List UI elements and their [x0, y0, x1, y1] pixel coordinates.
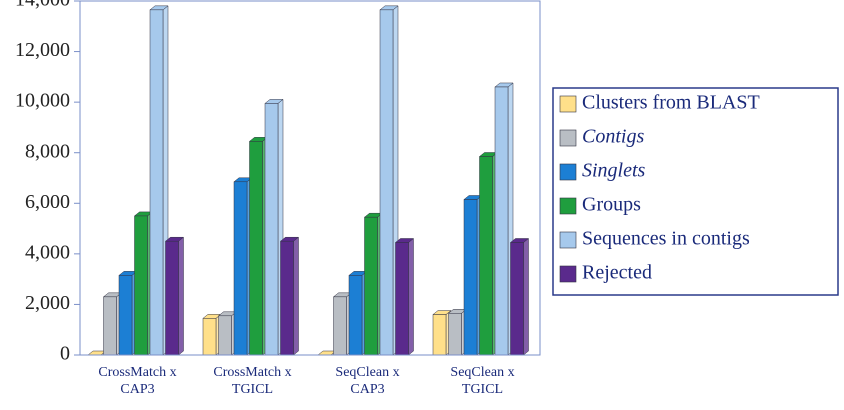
legend-swatch [559, 265, 577, 283]
legend-label: Singlets [582, 160, 646, 182]
bar [448, 313, 462, 356]
legend-box [552, 87, 839, 296]
y-tick-label: 8,000 [25, 140, 70, 162]
bar [479, 156, 493, 356]
x-tick-label: SeqClean x CAP3 [335, 365, 400, 397]
x-tick-label: SeqClean x TGICL [450, 365, 515, 397]
y-tick-label: 12,000 [15, 39, 70, 61]
bar [149, 9, 164, 356]
legend-swatch [559, 197, 577, 215]
y-tick-label: 2,000 [25, 292, 70, 314]
bar [165, 240, 179, 356]
bar-side [523, 237, 529, 356]
legend-swatch [559, 163, 577, 181]
bar [280, 240, 294, 356]
y-tick-label: 6,000 [25, 191, 70, 213]
bar [432, 314, 447, 356]
legend-label: Sequences in contigs [582, 228, 750, 250]
bar [364, 216, 378, 356]
y-tick-label: 4,000 [25, 241, 70, 263]
x-tick-label: CrossMatch x TGICL [213, 365, 292, 397]
bar [510, 242, 524, 356]
legend-swatch [559, 231, 577, 249]
bar [494, 86, 509, 356]
bar [264, 103, 279, 356]
bar-side [178, 236, 184, 356]
y-tick-label: 10,000 [15, 90, 70, 112]
bar [134, 215, 148, 356]
legend-swatch [559, 95, 577, 113]
legend-label: Groups [582, 194, 641, 216]
bar [249, 141, 263, 356]
bar-side [293, 236, 299, 356]
bar [218, 315, 232, 356]
x-tick-label: CrossMatch x CAP3 [98, 365, 177, 397]
legend-label: Rejected [582, 262, 652, 284]
legend-label: Clusters from BLAST [582, 92, 760, 114]
bar [333, 296, 347, 356]
y-tick-label: 14,000 [15, 0, 70, 11]
bar [463, 199, 478, 356]
bar [379, 9, 394, 356]
bar [103, 296, 117, 356]
bar [118, 275, 133, 356]
bar-side [408, 237, 414, 356]
bar [202, 318, 217, 356]
bar [348, 275, 363, 356]
bar [395, 242, 409, 356]
bar [233, 181, 248, 356]
legend-label: Contigs [582, 126, 644, 148]
y-tick-label: 0 [60, 343, 70, 365]
legend-swatch [559, 129, 577, 147]
